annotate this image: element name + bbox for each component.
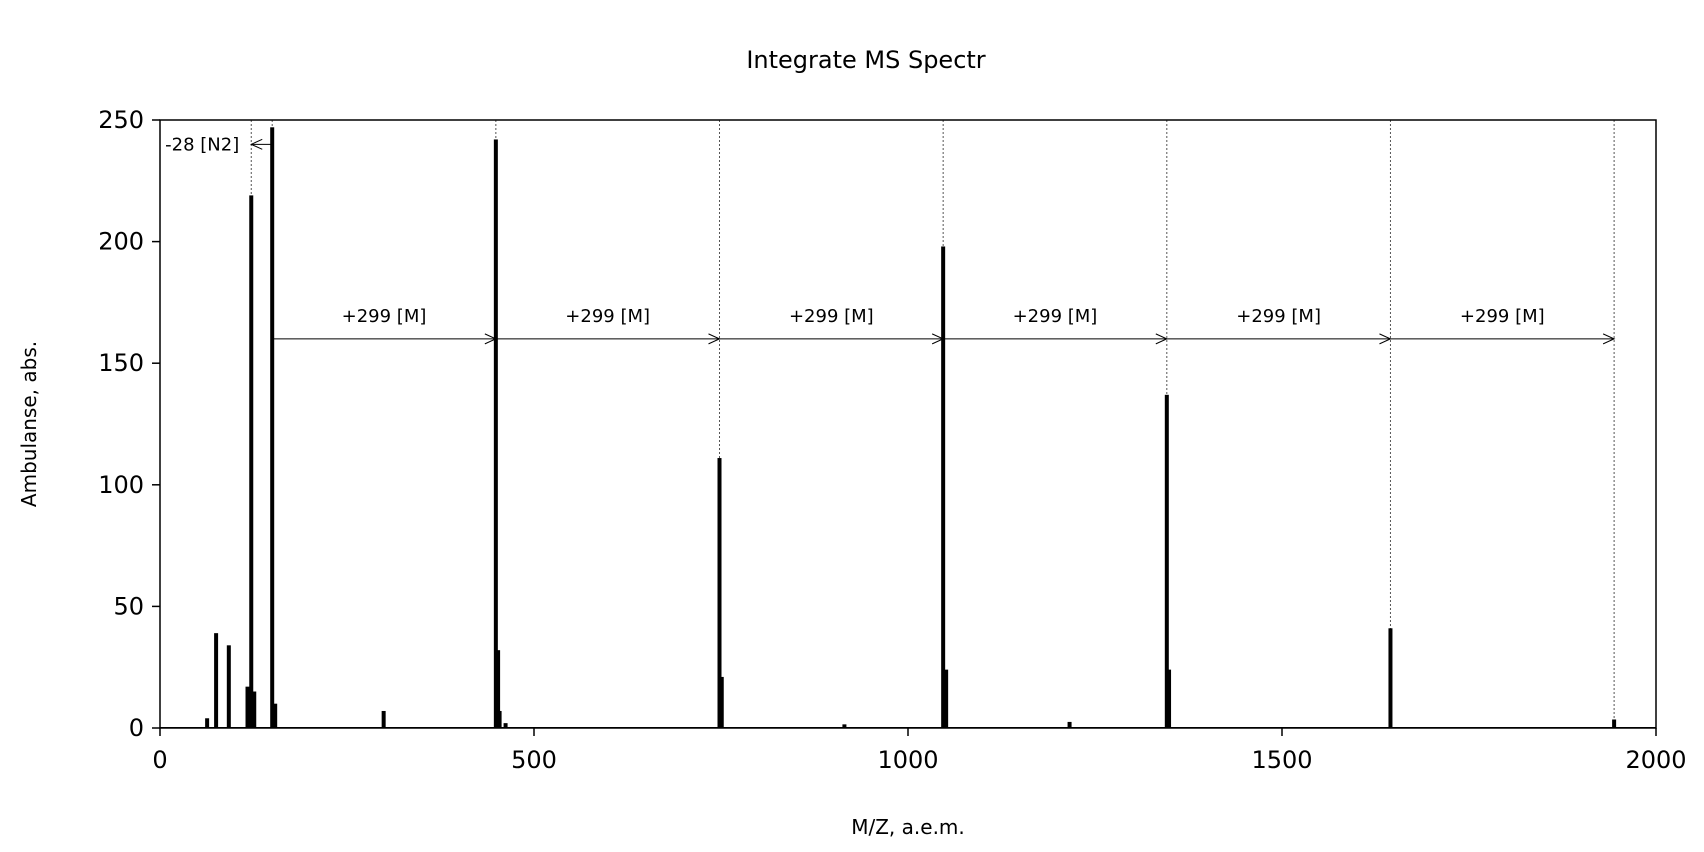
x-axis-label: M/Z, a.e.m. [851, 815, 965, 839]
peak-bar [1067, 721, 1072, 728]
annotation-label: +299 [M] [1013, 306, 1098, 327]
x-tick-label: 1000 [877, 746, 938, 774]
y-tick-label: 150 [98, 349, 144, 377]
y-tick-label: 50 [113, 592, 144, 620]
annotation-label: +299 [M] [1236, 306, 1321, 327]
annotation: +299 [M] [1390, 306, 1616, 345]
peak-bar [270, 127, 275, 728]
annotation: +299 [M] [719, 306, 945, 345]
peak-bar [719, 676, 724, 728]
annotation: +299 [M] [943, 306, 1169, 345]
chart-title: Integrate MS Spectr [746, 46, 985, 74]
peaks [160, 127, 1656, 729]
y-tick-label: 250 [98, 106, 144, 134]
peak-bar [252, 691, 257, 728]
arrow-head [250, 138, 263, 150]
peak-bar [497, 710, 502, 728]
annotation-label: +299 [M] [789, 306, 874, 327]
peak-bar [245, 686, 250, 728]
peak-bar [493, 139, 498, 728]
annotations: -28 [N2] +299 [M] +299 [M] +299 [M] +299 [M]… [165, 134, 1616, 345]
peak-bar [214, 633, 219, 728]
peak-bar [944, 669, 949, 728]
peak-bar [1167, 669, 1172, 728]
y-tick-label: 200 [98, 228, 144, 256]
peak-bar [941, 246, 946, 729]
axes: 0 500 1000 1500 2000 0 50 100 150 200 250 [98, 106, 1686, 774]
annotation: +299 [M] [1166, 306, 1392, 345]
peak-bar [496, 650, 501, 728]
x-tick-label: 2000 [1625, 746, 1686, 774]
annotation: +299 [M] [495, 306, 721, 345]
annotation: -28 [N2] [165, 134, 273, 155]
y-tick-label: 100 [98, 471, 144, 499]
peak-bar [205, 718, 210, 728]
peak-bar [842, 724, 847, 728]
peak-bar [717, 458, 722, 728]
peak-bar [226, 645, 231, 728]
peak-bar [1164, 394, 1169, 728]
peak-bar [381, 710, 386, 728]
annotation-label: +299 [M] [342, 306, 427, 327]
annotation-label: +299 [M] [565, 306, 650, 327]
y-tick-label: 0 [129, 714, 144, 742]
peak-bar [249, 195, 254, 729]
annotation: +299 [M] [272, 306, 498, 345]
y-axis-label: Ambulanse, abs. [17, 341, 41, 507]
peak-bar [1388, 628, 1393, 728]
arrow-head [1602, 333, 1616, 345]
annotation-label: -28 [N2] [165, 134, 239, 155]
marker-lines [250, 120, 1615, 728]
peak-bar [273, 703, 278, 728]
x-tick-label: 0 [152, 746, 167, 774]
peak-bar [1612, 719, 1617, 728]
annotation-label: +299 [M] [1460, 306, 1545, 327]
peak-bar [503, 723, 508, 728]
plot-frame [159, 119, 1657, 729]
x-tick-label: 1500 [1251, 746, 1312, 774]
x-tick-label: 500 [511, 746, 557, 774]
